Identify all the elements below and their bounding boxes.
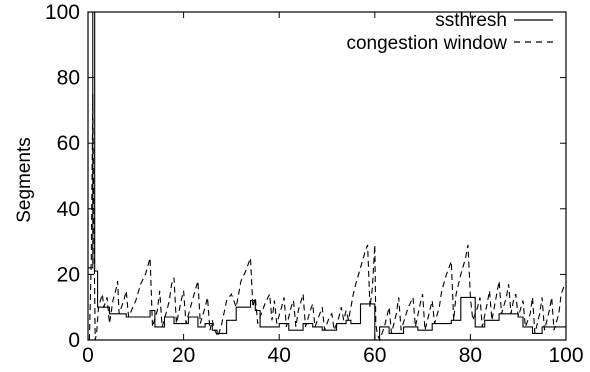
x-tick-label: 60 — [363, 344, 386, 367]
legend: ssthresh congestion window — [346, 10, 553, 54]
plot-frame — [87, 11, 567, 341]
series-line-congestion-window — [88, 93, 567, 342]
legend-label-congestion-window: congestion window — [346, 33, 507, 54]
y-tick-label: 40 — [57, 198, 80, 221]
x-tick-label: 100 — [548, 344, 583, 367]
x-tick-label: 0 — [82, 344, 94, 367]
x-tick-label: 40 — [268, 344, 291, 367]
x-tick-label: 80 — [459, 344, 482, 367]
y-tick-label: 60 — [57, 132, 80, 155]
legend-label-ssthresh: ssthresh — [435, 10, 507, 31]
y-tick-label: 20 — [57, 263, 80, 286]
y-tick-label: 0 — [68, 329, 80, 352]
series-line-ssthresh — [88, 11, 566, 341]
x-tick-label: 20 — [172, 344, 195, 367]
y-axis-label: Segments — [14, 137, 35, 223]
plot-area: 0 20 40 60 80 100 0 20 40 60 80 100 — [45, 1, 584, 367]
y-tick-label: 80 — [57, 67, 80, 90]
y-tick-label: 100 — [45, 1, 80, 24]
